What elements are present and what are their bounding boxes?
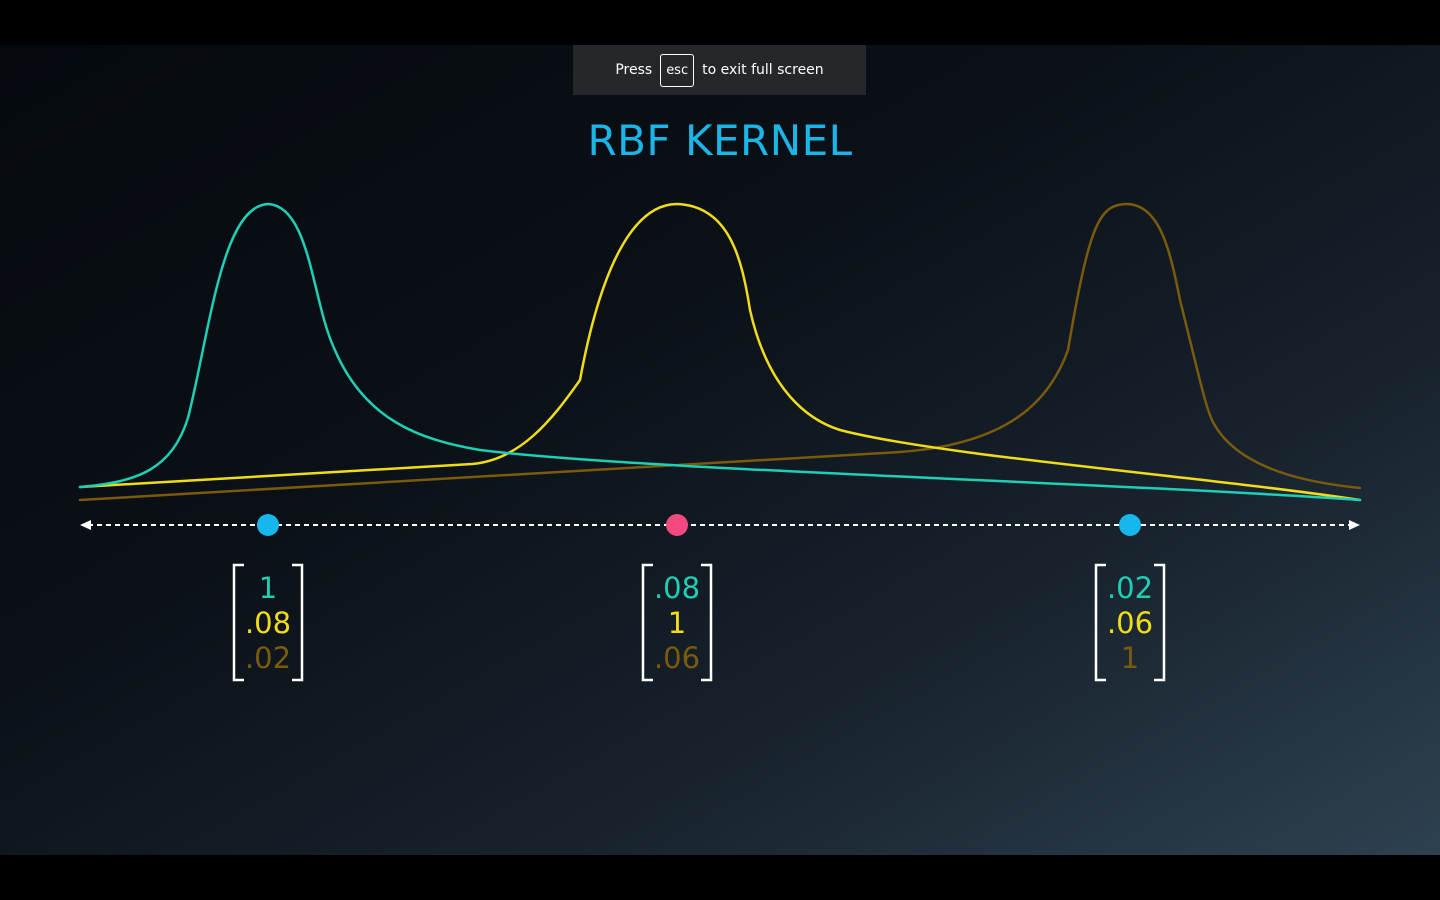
vector-3-right-bracket: [1154, 563, 1166, 682]
vector-2-value-3: .06: [654, 641, 700, 675]
vector-2-left-bracket: [641, 563, 653, 682]
vector-2-right-bracket: [701, 563, 713, 682]
slide-title: RBF KERNEL: [587, 116, 853, 165]
teal-kernel-curve: [78, 202, 1362, 502]
vector-1-value-3: .02: [245, 641, 291, 675]
vector-3-value-3: 1: [1121, 641, 1139, 675]
banner-suffix-text: to exit full screen: [702, 62, 824, 78]
x-axis-left-arrow: [80, 520, 91, 530]
esc-key[interactable]: esc: [660, 53, 695, 87]
data-point-1: [257, 514, 279, 536]
banner-prefix-text: Press: [615, 62, 653, 78]
brown-kernel-curve: [78, 202, 1362, 502]
x-axis-right-arrow: [1349, 520, 1360, 530]
data-point-2: [666, 514, 688, 536]
vector-2-value-1: .08: [654, 571, 700, 605]
vector-1-value-2: .08: [245, 606, 291, 640]
fullscreen-exit-banner: Press esc to exit full screen: [573, 45, 866, 95]
vector-3-value-1: .02: [1107, 571, 1153, 605]
vector-1-right-bracket: [292, 563, 304, 682]
slide-canvas: [0, 45, 1440, 855]
vector-1-left-bracket: [232, 563, 244, 682]
vector-3-value-2: .06: [1107, 606, 1153, 640]
vector-2-value-2: 1: [668, 606, 686, 640]
vector-1-value-1: 1: [259, 571, 277, 605]
yellow-kernel-curve: [78, 202, 1362, 502]
vector-3-left-bracket: [1094, 563, 1106, 682]
data-point-3: [1119, 514, 1141, 536]
